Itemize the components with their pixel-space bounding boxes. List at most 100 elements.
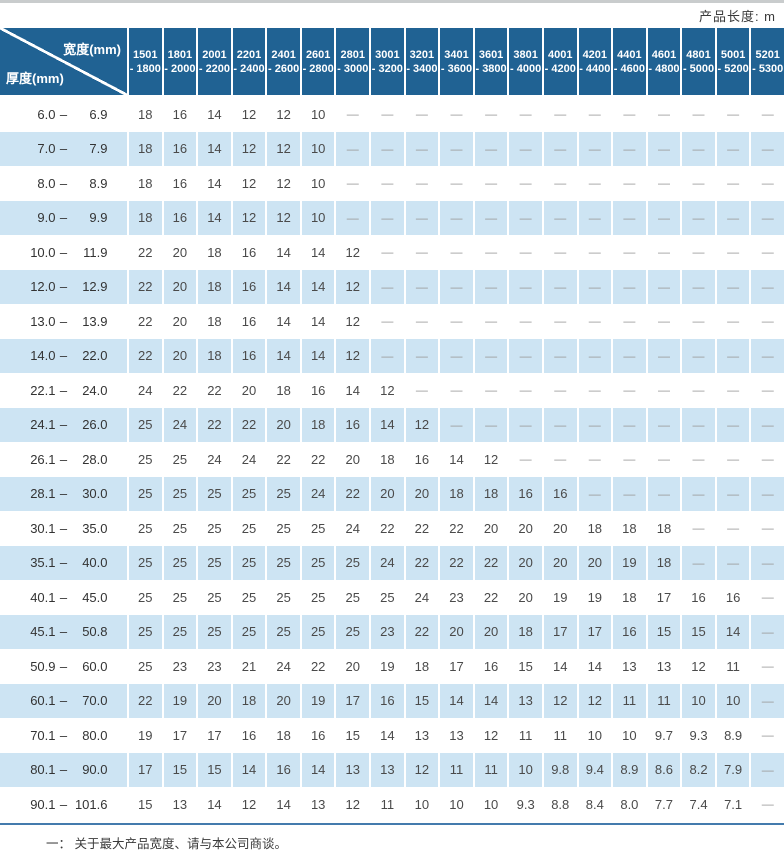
thickness-range-label: 90.1–101.6 <box>30 796 108 812</box>
table-cell: 25 <box>230 614 266 649</box>
table-cell: 16 <box>611 614 646 649</box>
table-cell: 14 <box>369 718 404 753</box>
thickness-range-label: 13.0–13.9 <box>30 313 108 329</box>
table-cell: — <box>645 407 681 442</box>
width-range-header: 5001- 5200 <box>714 28 750 97</box>
table-cell: 9.7 <box>645 718 681 753</box>
table-cell: 25 <box>161 545 197 580</box>
table-cell: — <box>714 476 750 511</box>
table-cell: — <box>507 131 542 166</box>
table-cell: 8.6 <box>645 752 681 787</box>
table-cell: 12 <box>369 373 404 408</box>
table-cell: 18 <box>265 373 300 408</box>
table-cell: — <box>472 407 508 442</box>
table-cell: — <box>438 338 473 373</box>
table-cell: 18 <box>265 718 300 753</box>
table-cell: — <box>749 373 784 408</box>
table-cell: 22 <box>403 545 439 580</box>
table-cell: 14 <box>265 787 300 822</box>
table-cell: — <box>541 269 577 304</box>
table-cell: — <box>576 131 612 166</box>
table-cell: 14 <box>265 235 300 270</box>
table-cell: — <box>645 476 681 511</box>
table-cell: 14 <box>265 269 300 304</box>
table-cell: 20 <box>161 304 197 339</box>
table-cell: 15 <box>680 614 715 649</box>
table-cell: 22 <box>265 442 300 477</box>
table-cell: — <box>541 166 577 201</box>
table-cell: — <box>472 304 508 339</box>
table-cell: — <box>645 200 681 235</box>
table-cell: 20 <box>334 442 369 477</box>
table-cell: — <box>611 304 646 339</box>
table-cell: 25 <box>334 580 369 615</box>
thickness-range-label: 14.0–22.0 <box>0 338 127 373</box>
table-cell: 25 <box>265 476 300 511</box>
table-cell: — <box>438 97 473 132</box>
table-cell: — <box>645 131 681 166</box>
table-cell: — <box>714 545 750 580</box>
table-cell: 24 <box>299 476 335 511</box>
table-cell: 16 <box>230 338 266 373</box>
thickness-range-label: 12.0–12.9 <box>0 269 127 304</box>
table-cell: — <box>438 200 473 235</box>
thickness-range-label: 24.1–26.0 <box>0 407 127 442</box>
table-cell: 13 <box>299 787 335 822</box>
table-cell: 14 <box>299 269 335 304</box>
table-cell: 7.4 <box>680 787 715 822</box>
table-cell: 23 <box>369 614 404 649</box>
table-cell: — <box>472 166 508 201</box>
table-cell: 16 <box>230 269 266 304</box>
table-cell: 16 <box>230 718 266 753</box>
table-cell: 22 <box>334 476 370 511</box>
table-cell: — <box>403 235 439 270</box>
table-cell: — <box>403 166 439 201</box>
table-cell: — <box>749 200 784 235</box>
table-cell: — <box>714 373 750 408</box>
table-cell: 22 <box>299 649 335 684</box>
table-cell: 14 <box>265 338 300 373</box>
table-cell: 18 <box>611 580 646 615</box>
table-cell: — <box>714 304 750 339</box>
table-cell: 16 <box>714 580 750 615</box>
table-cell: 20 <box>334 649 369 684</box>
table-cell: 14 <box>196 787 231 822</box>
width-range-header: 3001- 3200 <box>369 28 404 97</box>
table-cell: 25 <box>196 614 231 649</box>
thickness-range-label: 8.0–8.9 <box>37 175 108 191</box>
table-cell: 22 <box>196 373 231 408</box>
table-cell: 23 <box>196 649 231 684</box>
table-cell: 16 <box>299 718 335 753</box>
table-cell: 11 <box>438 752 473 787</box>
table-cell: 14 <box>299 235 335 270</box>
table-cell: — <box>403 373 439 408</box>
table-cell: 25 <box>196 580 231 615</box>
table-cell: 20 <box>265 683 300 718</box>
table-cell: 25 <box>230 476 266 511</box>
table-cell: 18 <box>645 511 681 546</box>
table-cell: 18 <box>507 614 542 649</box>
table-cell: — <box>611 166 646 201</box>
thickness-header-label: 厚度(mm) <box>6 71 64 86</box>
table-cell: — <box>680 304 715 339</box>
table-cell: — <box>507 304 542 339</box>
table-cell: 16 <box>265 752 300 787</box>
table-cell: — <box>611 407 646 442</box>
table-cell: 16 <box>230 235 266 270</box>
table-cell: 15 <box>645 614 681 649</box>
table-cell: 24 <box>265 649 300 684</box>
table-cell: 20 <box>576 545 612 580</box>
table-cell: — <box>472 97 508 132</box>
table-cell: 12 <box>472 442 508 477</box>
table-cell: — <box>576 269 612 304</box>
table-cell: 18 <box>230 683 266 718</box>
table-cell: 24 <box>161 407 197 442</box>
width-range-header: 2201- 2400 <box>230 28 266 97</box>
table-cell: 16 <box>299 373 335 408</box>
width-range-header: 2401- 2600 <box>265 28 300 97</box>
table-cell: 8.0 <box>611 787 646 822</box>
table-cell: — <box>680 131 715 166</box>
table-cell: 25 <box>196 545 231 580</box>
table-cell: 14 <box>299 304 335 339</box>
table-cell: 22 <box>161 373 197 408</box>
